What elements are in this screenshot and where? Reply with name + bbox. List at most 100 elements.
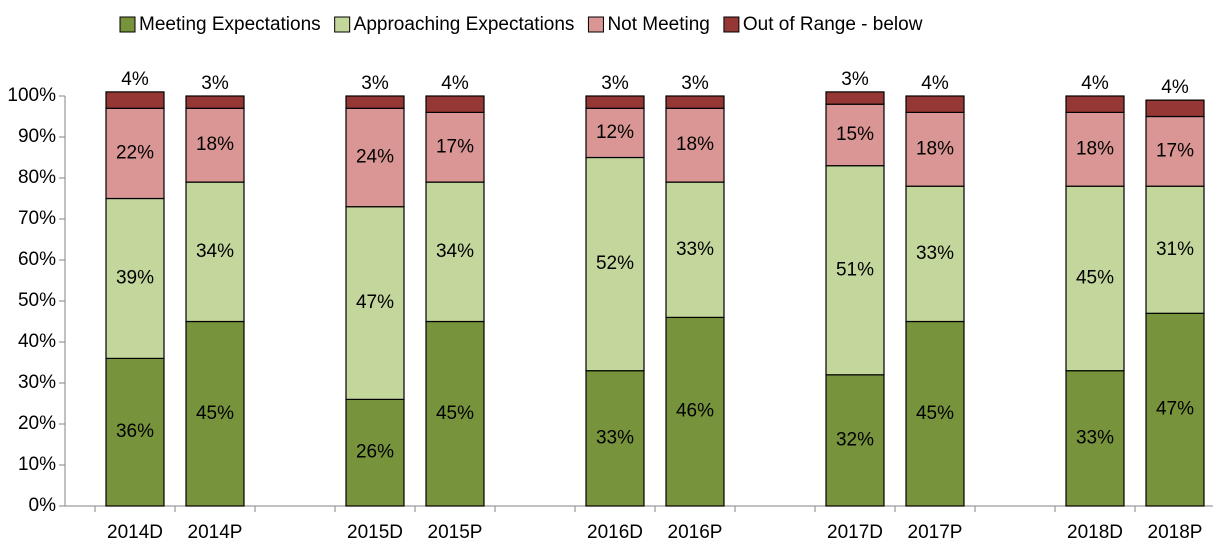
data-label: 3% xyxy=(681,73,709,94)
data-label: 26% xyxy=(356,442,394,463)
bar-segment xyxy=(825,91,885,105)
data-label: 18% xyxy=(916,138,954,159)
data-label: 32% xyxy=(836,429,874,450)
bar-segment xyxy=(1065,370,1125,507)
data-label: 3% xyxy=(841,69,869,90)
bar-segment xyxy=(185,320,245,507)
bar-segment xyxy=(1145,185,1205,314)
bar-segment xyxy=(425,95,485,113)
x-tick-label: 2016P xyxy=(668,522,723,543)
y-tick-label: 90% xyxy=(18,126,56,147)
legend-label: Not Meeting xyxy=(607,14,709,35)
x-tick-label: 2015P xyxy=(428,522,483,543)
legend-label: Meeting Expectations xyxy=(139,14,321,35)
data-label: 17% xyxy=(436,136,474,157)
data-label: 4% xyxy=(921,73,949,94)
data-label: 34% xyxy=(436,241,474,262)
data-label: 4% xyxy=(1161,77,1189,98)
y-tick-label: 10% xyxy=(18,454,56,475)
bar-segment xyxy=(905,185,965,323)
legend-label: Out of Range - below xyxy=(743,14,923,35)
bar-segment xyxy=(585,370,645,507)
data-label: 45% xyxy=(196,403,234,424)
y-tick-label: 30% xyxy=(18,372,56,393)
data-label: 34% xyxy=(196,241,234,262)
data-label: 3% xyxy=(201,73,229,94)
data-label: 51% xyxy=(836,259,874,280)
x-tick-label: 2018D xyxy=(1067,522,1123,543)
x-tick-label: 2015D xyxy=(347,522,403,543)
data-label: 45% xyxy=(916,403,954,424)
data-label: 45% xyxy=(436,403,474,424)
bar-segment xyxy=(105,91,165,109)
data-label: 24% xyxy=(356,147,394,168)
data-label: 18% xyxy=(1076,138,1114,159)
y-tick-label: 60% xyxy=(18,249,56,270)
bar-segment xyxy=(905,111,965,187)
data-label: 18% xyxy=(196,134,234,155)
bar-segment xyxy=(345,95,405,109)
y-tick-label: 20% xyxy=(18,413,56,434)
bar-segment xyxy=(905,95,965,113)
x-tick-label: 2017D xyxy=(827,522,883,543)
bar-segment xyxy=(185,181,245,323)
data-label: 33% xyxy=(916,243,954,264)
legend-swatch xyxy=(119,16,136,33)
data-label: 12% xyxy=(596,122,634,143)
y-tick-label: 70% xyxy=(18,208,56,229)
data-label: 18% xyxy=(676,134,714,155)
bar-segment xyxy=(185,107,245,183)
data-label: 33% xyxy=(596,427,634,448)
x-tick-label: 2016D xyxy=(587,522,643,543)
data-label: 39% xyxy=(116,267,154,288)
data-label: 36% xyxy=(116,421,154,442)
data-label: 46% xyxy=(676,401,714,422)
data-label: 33% xyxy=(676,239,714,260)
data-label: 3% xyxy=(601,73,629,94)
bar-segment xyxy=(825,165,885,376)
data-label: 15% xyxy=(836,124,874,145)
bar-segment xyxy=(1065,185,1125,372)
data-label: 47% xyxy=(1156,399,1194,420)
data-label: 4% xyxy=(1081,73,1109,94)
bar-segment xyxy=(905,320,965,507)
bar-segment xyxy=(345,206,405,400)
data-label: 31% xyxy=(1156,239,1194,260)
bar-segment xyxy=(185,95,245,109)
data-label: 17% xyxy=(1156,140,1194,161)
y-tick-label: 40% xyxy=(18,331,56,352)
bar-segment xyxy=(665,316,725,507)
bar-segment xyxy=(425,181,485,323)
bar-segment xyxy=(585,156,645,372)
y-tick-label: 80% xyxy=(18,167,56,188)
data-label: 4% xyxy=(441,73,469,94)
bar-segment xyxy=(105,107,165,200)
bar-segment xyxy=(585,95,645,109)
data-label: 4% xyxy=(121,69,149,90)
data-label: 45% xyxy=(1076,267,1114,288)
bar-segment xyxy=(585,107,645,159)
x-tick-label: 2018P xyxy=(1148,522,1203,543)
bar-segment xyxy=(105,197,165,359)
x-tick-label: 2014D xyxy=(107,522,163,543)
data-label: 33% xyxy=(1076,427,1114,448)
x-tick-label: 2017P xyxy=(908,522,963,543)
bar-segment xyxy=(1065,95,1125,113)
legend-swatch xyxy=(723,16,740,33)
legend-swatch xyxy=(334,16,351,33)
legend-label: Approaching Expectations xyxy=(354,14,575,35)
data-label: 52% xyxy=(596,253,634,274)
bar-segment xyxy=(665,95,725,109)
bar-segment xyxy=(825,103,885,167)
legend-swatch xyxy=(587,16,604,33)
bar-segment xyxy=(1145,99,1205,118)
data-label: 22% xyxy=(116,142,154,163)
data-label: 3% xyxy=(361,73,389,94)
bar-segment xyxy=(105,357,165,507)
bar-segment xyxy=(345,107,405,208)
bar-segment xyxy=(665,181,725,319)
bar-segment xyxy=(425,320,485,507)
bar-segment xyxy=(425,111,485,183)
y-tick-label: 0% xyxy=(29,495,57,516)
